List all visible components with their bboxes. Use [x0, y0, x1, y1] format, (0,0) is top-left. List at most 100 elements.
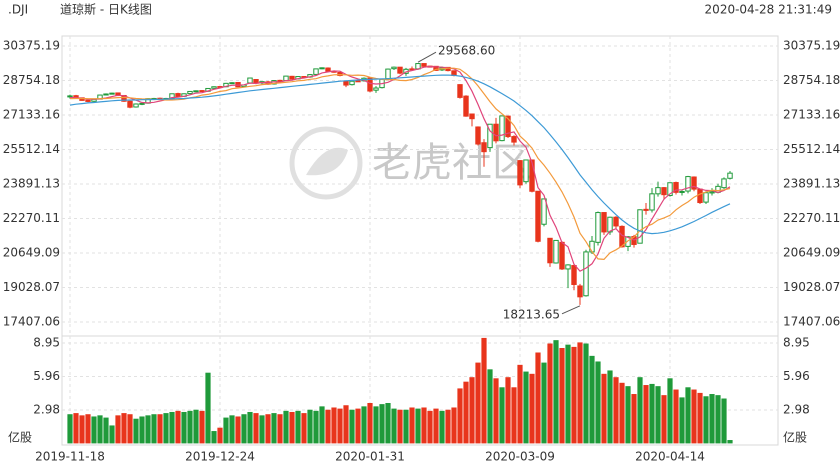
candle-body [475, 126, 481, 145]
x-tick-label: 2019-11-18 [35, 450, 105, 464]
volume-bar [91, 416, 97, 444]
candle-body [469, 113, 475, 120]
candle-body [577, 285, 583, 298]
volume-bar [715, 395, 721, 444]
candle-body [397, 66, 403, 74]
volume-bar [451, 407, 457, 444]
volume-bar [475, 362, 481, 444]
volume-bar [667, 378, 673, 444]
candle-body [373, 87, 379, 91]
volume-bar [565, 344, 571, 444]
volume-bar [205, 372, 211, 444]
candle-body [313, 68, 319, 75]
volume-bar [529, 373, 535, 444]
volume-bar [631, 394, 637, 444]
volume-bar [571, 346, 577, 444]
volume-bar [79, 415, 85, 444]
annotation-label: 18213.65 [503, 307, 560, 321]
candle-body [463, 95, 469, 117]
volume-bar [97, 415, 103, 444]
volume-bar [457, 388, 463, 444]
candle-body [337, 72, 343, 76]
y-tick-label-right: 22270.11 [783, 211, 840, 225]
y-tick-label: 22270.11 [3, 211, 60, 225]
candle-body [607, 216, 613, 233]
y-tick-label: 30375.19 [3, 39, 60, 53]
volume-bar [109, 425, 115, 444]
volume-bar [151, 414, 157, 444]
volume-bar [355, 408, 361, 444]
volume-bar [685, 387, 691, 444]
volume-bar [325, 409, 331, 444]
volume-bar [541, 362, 547, 444]
chart-name: 道琼斯 - 日K线图 [60, 2, 152, 17]
volume-bar [307, 409, 313, 444]
volume-bar [319, 406, 325, 444]
volume-bar [289, 411, 295, 444]
volume-bar [481, 337, 487, 444]
y-tick-label-right: 19028.07 [783, 280, 840, 294]
y-tick-label: 19028.07 [3, 280, 60, 294]
moving-average-line [69, 74, 731, 235]
volume-bar [547, 343, 553, 444]
candle-body [721, 178, 727, 189]
y-tick-label-right: 20649.09 [783, 246, 840, 260]
candle-body [697, 188, 703, 204]
annotation-leader [561, 305, 581, 315]
volume-bar [391, 408, 397, 444]
candle-body [109, 92, 115, 95]
volume-bar [253, 413, 259, 444]
volume-unit-right: 亿股 [783, 430, 807, 445]
volume-bar [499, 387, 505, 444]
volume-bar [175, 410, 181, 444]
volume-bar [73, 413, 79, 444]
volume-bar [583, 343, 589, 444]
annotation-label: 29568.60 [438, 44, 495, 58]
volume-bar [679, 397, 685, 444]
candle-body [277, 79, 283, 82]
volume-bar [235, 416, 241, 444]
candle-body [85, 99, 91, 102]
candle-body [457, 84, 463, 98]
candle-body [709, 191, 715, 194]
candle-body [67, 95, 73, 98]
volume-bar [691, 389, 697, 444]
x-tick-label: 2020-01-31 [335, 450, 405, 464]
volume-bar [127, 414, 133, 444]
y-tick-label: 17407.06 [3, 315, 60, 329]
volume-tick-label-right: 8.95 [783, 335, 810, 349]
candle-body [247, 77, 253, 84]
candle-body [505, 115, 511, 138]
candle-body [487, 123, 493, 149]
volume-bar [145, 415, 151, 444]
watermark-shape [306, 147, 348, 176]
watermark-logo [289, 126, 363, 200]
volume-bar [505, 377, 511, 444]
candle-body [685, 176, 691, 192]
volume-bar [313, 410, 319, 444]
candle-body [673, 182, 679, 193]
candle-body [679, 190, 685, 193]
candle-body [103, 93, 109, 96]
candle-body [211, 86, 217, 89]
volume-unit: 亿股 [8, 430, 32, 445]
volume-bar [721, 398, 727, 444]
volume-bar [373, 406, 379, 444]
candle-body [493, 123, 499, 142]
volume-bar [643, 385, 649, 444]
volume-bar [661, 395, 667, 444]
volume-bar [523, 371, 529, 444]
x-tick-label: 2020-03-09 [485, 450, 555, 464]
candle-body [175, 93, 181, 98]
volume-bar [649, 383, 655, 444]
candle-body [325, 67, 331, 72]
candle-body [355, 80, 361, 83]
volume-tick-label-right: 2.98 [783, 402, 810, 416]
candle-body [343, 80, 349, 86]
candle-body [391, 66, 397, 70]
volume-bar [439, 410, 445, 444]
candle-body [583, 251, 589, 297]
volume-bar [403, 409, 409, 444]
volume-tick-label: 2.98 [33, 402, 60, 416]
